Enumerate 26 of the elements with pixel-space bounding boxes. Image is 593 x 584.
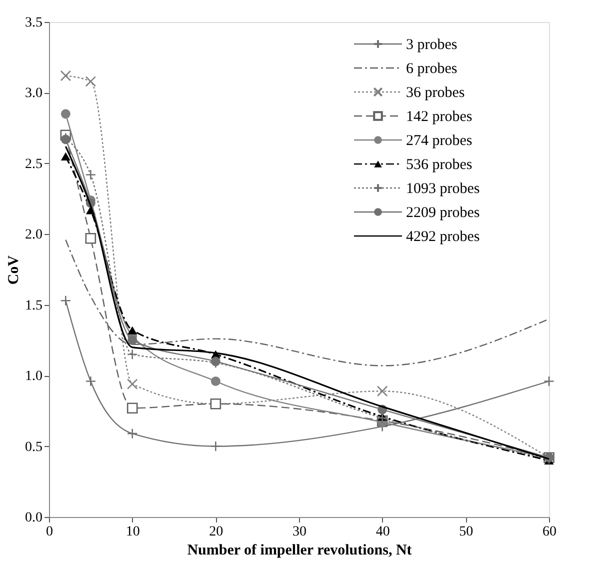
x-tick-label: 30 [292, 524, 306, 540]
y-tick-label: 1.0 [25, 369, 42, 384]
y-tick-label: 2.5 [25, 156, 42, 172]
x-tick-label: 0 [46, 524, 53, 540]
legend-label: 4292 probes [406, 229, 480, 245]
y-tick-label: 3.5 [25, 16, 42, 30]
legend-label: 536 probes [406, 157, 472, 173]
legend-label: 6 probes [406, 61, 458, 77]
x-axis-title: Number of impeller revolutions, Nt [187, 542, 412, 558]
y-axis-title: CoV [6, 255, 22, 285]
y-tick-label: 0.5 [25, 440, 42, 455]
legend-label: 2209 probes [406, 205, 480, 221]
y-tick-label: 3.0 [25, 86, 42, 102]
legend-label: 274 probes [406, 133, 472, 149]
y-tick-label: 0.0 [25, 510, 42, 526]
y-tick-label: 2.0 [25, 228, 42, 243]
legend-label: 142 probes [406, 109, 472, 125]
x-tick-label: 20 [209, 524, 224, 540]
y-tick-label: 1.5 [25, 298, 42, 314]
x-tick-label: 60 [542, 524, 556, 540]
legend-label: 1093 probes [406, 181, 480, 197]
x-tick-label: 40 [376, 524, 390, 540]
x-tick-label: 50 [459, 524, 474, 540]
legend-label: 3 probes [406, 37, 458, 53]
legend-label: 36 probes [406, 85, 465, 101]
x-tick-label: 10 [126, 524, 140, 540]
